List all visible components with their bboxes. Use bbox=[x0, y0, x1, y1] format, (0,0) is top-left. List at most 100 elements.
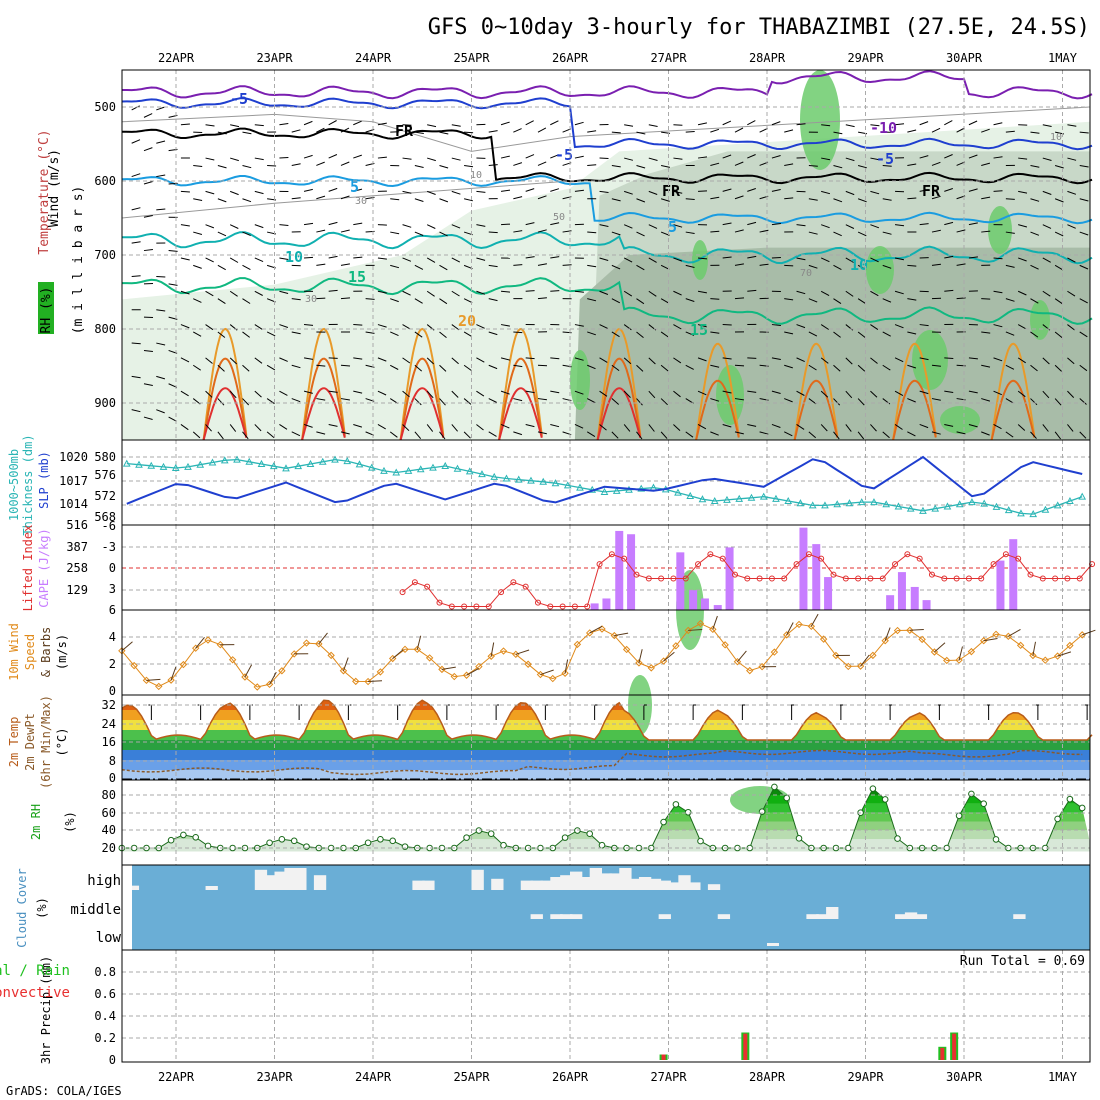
lifted-index-marker bbox=[534, 599, 541, 606]
wind-barb-10m bbox=[1008, 628, 1021, 637]
wind-speed-marker bbox=[167, 676, 175, 684]
wind-barb bbox=[623, 324, 632, 331]
wind-barb bbox=[845, 224, 855, 229]
pressure-tick: 500 bbox=[94, 100, 116, 114]
wind-barb bbox=[217, 398, 225, 406]
wind-speed-marker bbox=[549, 674, 557, 683]
wind-barb bbox=[1067, 357, 1075, 365]
wind-speed-marker bbox=[413, 645, 422, 654]
rh-marker bbox=[968, 790, 975, 798]
cloud-high bbox=[550, 877, 563, 890]
wind-barb bbox=[205, 324, 214, 331]
wind-barb bbox=[501, 223, 511, 226]
wind-barb bbox=[328, 255, 338, 259]
thickness-marker bbox=[539, 477, 548, 485]
wind-barb bbox=[845, 124, 855, 128]
wind-barb bbox=[808, 331, 818, 337]
wind-barb bbox=[1054, 331, 1063, 338]
cloud-mid bbox=[806, 914, 819, 919]
wind-barb bbox=[747, 357, 757, 359]
temp-tick: 0 bbox=[109, 771, 116, 785]
wind-barb-10m bbox=[958, 646, 963, 661]
thickness-marker bbox=[1066, 496, 1074, 505]
wind-barb bbox=[747, 289, 757, 292]
thickness-marker bbox=[612, 486, 621, 494]
lifted-index-marker bbox=[916, 555, 923, 562]
lifted-index-marker bbox=[793, 561, 800, 568]
date-label-top: 26APR bbox=[552, 51, 589, 65]
wind-barb bbox=[229, 390, 237, 399]
wind-barb bbox=[673, 390, 681, 398]
thickness-marker bbox=[282, 464, 290, 472]
wind-speed-marker bbox=[191, 644, 200, 652]
wind-barb bbox=[316, 431, 326, 435]
cloud-high bbox=[678, 875, 691, 890]
wind-barb bbox=[820, 290, 830, 297]
wind-barb bbox=[537, 364, 548, 367]
wind-barb bbox=[242, 264, 251, 271]
contour-freezing-level bbox=[121, 127, 1093, 185]
wind-barb bbox=[1017, 390, 1026, 398]
date-label-bottom: 26APR bbox=[552, 1070, 589, 1084]
cloud-mid bbox=[904, 912, 918, 919]
wind-speed-marker bbox=[930, 648, 939, 656]
wind-barb bbox=[279, 157, 289, 159]
wind-barb bbox=[550, 357, 560, 360]
wind-barb-10m bbox=[712, 615, 718, 630]
rh-marker bbox=[266, 839, 273, 847]
cloud-high bbox=[205, 886, 218, 890]
contour-lobe bbox=[793, 379, 839, 441]
wind-speed-marker bbox=[204, 636, 212, 644]
wind-barb bbox=[587, 231, 597, 234]
wind-barb bbox=[205, 290, 214, 297]
wind-barb bbox=[180, 324, 190, 329]
rh-marker bbox=[389, 837, 397, 845]
wind-barb bbox=[981, 364, 991, 368]
wind-barb bbox=[1079, 431, 1087, 439]
wind-barb bbox=[931, 263, 941, 266]
wind-barb bbox=[402, 157, 412, 160]
wind-barb-10m bbox=[244, 664, 253, 678]
wind-barb bbox=[784, 331, 794, 335]
cloud-high bbox=[668, 882, 681, 890]
rh-contour-label: 50 bbox=[553, 212, 565, 223]
wind-barb bbox=[944, 357, 954, 359]
cape-bar bbox=[910, 586, 919, 610]
rh-marker bbox=[290, 837, 298, 845]
wind-barb bbox=[697, 290, 707, 294]
wind-barb bbox=[316, 297, 326, 300]
wind-barb bbox=[427, 124, 437, 128]
wind-barb bbox=[156, 409, 165, 414]
wind-barb bbox=[217, 298, 226, 305]
wind-barb bbox=[759, 263, 769, 266]
wind-barb bbox=[919, 121, 929, 126]
wind-barb-10m bbox=[490, 642, 495, 657]
contour-5 bbox=[121, 175, 1093, 225]
precip-tick: 0 bbox=[109, 1053, 116, 1067]
wind-barb bbox=[882, 164, 892, 167]
wind-barb bbox=[303, 154, 313, 159]
wind-barb bbox=[402, 357, 411, 364]
wind-barb bbox=[722, 390, 732, 394]
wind-barb bbox=[833, 264, 842, 271]
wind-barb bbox=[734, 161, 744, 166]
wind-speed-marker bbox=[746, 666, 754, 675]
wind-barb bbox=[513, 398, 523, 402]
wind-speed-line bbox=[121, 623, 1083, 688]
wind-barb bbox=[550, 120, 559, 126]
cape-tick: 387 bbox=[66, 540, 88, 554]
date-label-bottom: 24APR bbox=[355, 1070, 392, 1084]
wind-barb bbox=[636, 331, 644, 338]
wind-barb bbox=[389, 431, 398, 438]
wind-barb bbox=[624, 190, 633, 195]
wind-barb bbox=[156, 208, 166, 211]
wind-barb bbox=[648, 424, 655, 432]
wind-barb bbox=[710, 162, 720, 166]
cloud-high bbox=[609, 873, 622, 890]
wind-barb bbox=[710, 398, 720, 402]
rh-marker bbox=[377, 835, 384, 843]
wind-barb bbox=[291, 163, 301, 166]
lifted-index-marker bbox=[731, 571, 738, 578]
rh-marker bbox=[1066, 795, 1074, 803]
wind-barb bbox=[857, 431, 865, 440]
